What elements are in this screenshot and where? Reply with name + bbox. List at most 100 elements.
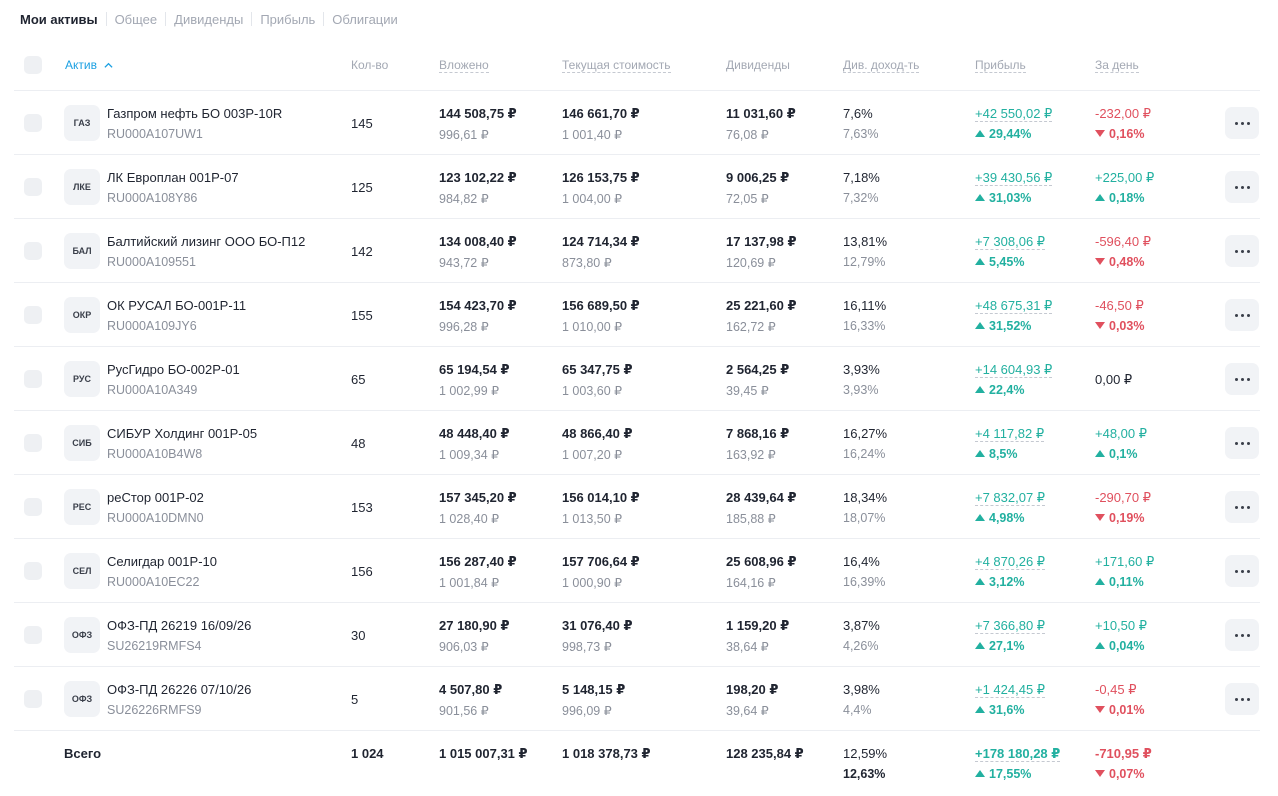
select-all-checkbox[interactable] bbox=[24, 56, 42, 74]
asset-name[interactable]: ЛК Европлан 001Р-07 bbox=[107, 170, 239, 185]
asset-name[interactable]: ОФЗ-ПД 26219 16/09/26 bbox=[107, 618, 252, 633]
asset-isin: RU000A10A349 bbox=[107, 383, 198, 397]
profit-value[interactable]: +7 366,80 ₽ bbox=[975, 618, 1046, 634]
row-checkbox[interactable] bbox=[24, 114, 42, 132]
table-row[interactable]: СИБ СИБУР Холдинг 001Р-05 RU000A10B4W8 48 48… bbox=[0, 411, 1278, 475]
total-div-yield-secondary: 12,63% bbox=[843, 767, 886, 781]
arrow-down-icon bbox=[1095, 130, 1105, 137]
total-invested: 1 015 007,31 ₽ bbox=[439, 746, 528, 761]
invested-unit-price: 1 009,34 ₽ bbox=[439, 448, 500, 462]
row-checkbox[interactable] bbox=[24, 306, 42, 324]
more-actions-button[interactable] bbox=[1225, 427, 1259, 459]
row-checkbox[interactable] bbox=[24, 562, 42, 580]
table-row[interactable]: РУС РусГидро БО-002Р-01 RU000A10A349 65 65 1… bbox=[0, 347, 1278, 411]
profit-value[interactable]: +4 870,26 ₽ bbox=[975, 554, 1046, 570]
column-header-profit[interactable]: Прибыль bbox=[975, 58, 1026, 74]
more-actions-button[interactable] bbox=[1225, 363, 1259, 395]
profit-value[interactable]: +4 117,82 ₽ bbox=[975, 426, 1045, 442]
div-yield-secondary: 7,63% bbox=[843, 127, 879, 141]
day-change-pct: 0,18% bbox=[1095, 191, 1144, 205]
div-yield-secondary: 7,32% bbox=[843, 191, 879, 205]
sort-ascending-icon bbox=[104, 63, 113, 69]
more-actions-button[interactable] bbox=[1225, 235, 1259, 267]
tab-divider bbox=[165, 12, 167, 26]
row-checkbox[interactable] bbox=[24, 370, 42, 388]
table-row[interactable]: РЕС реСтор 001Р-02 RU000A10DMN0 153 157 345,… bbox=[0, 475, 1278, 539]
more-actions-button[interactable] bbox=[1225, 555, 1259, 587]
profit-value-text: +7 366,80 ₽ bbox=[975, 618, 1046, 634]
column-header-qty[interactable]: Кол-во bbox=[351, 58, 389, 72]
tab-my-assets[interactable]: Мои активы bbox=[20, 11, 98, 27]
tab-general[interactable]: Общее bbox=[114, 11, 158, 27]
row-checkbox[interactable] bbox=[24, 242, 42, 260]
current-value: 156 014,10 ₽ bbox=[562, 490, 640, 505]
tab-bonds[interactable]: Облигации bbox=[332, 11, 398, 27]
total-day-change: -710,95 ₽ bbox=[1095, 746, 1152, 761]
dividends-value: 11 031,60 ₽ bbox=[726, 106, 796, 121]
asset-name[interactable]: РусГидро БО-002Р-01 bbox=[107, 362, 240, 377]
row-checkbox[interactable] bbox=[24, 626, 42, 644]
more-actions-button[interactable] bbox=[1225, 683, 1259, 715]
asset-logo: РУС bbox=[64, 361, 100, 397]
more-actions-button[interactable] bbox=[1225, 171, 1259, 203]
total-profit[interactable]: +178 180,28 ₽ bbox=[975, 746, 1061, 762]
asset-name[interactable]: реСтор 001Р-02 bbox=[107, 490, 204, 505]
tab-profit[interactable]: Прибыль bbox=[260, 11, 316, 27]
day-change-pct: 0,16% bbox=[1095, 127, 1144, 141]
table-row[interactable]: БАЛ Балтийский лизинг ООО БО-П12 RU000A109… bbox=[0, 219, 1278, 283]
profit-value[interactable]: +48 675,31 ₽ bbox=[975, 298, 1053, 314]
column-header-invested[interactable]: Вложено bbox=[439, 58, 489, 74]
div-yield: 7,18% bbox=[843, 170, 880, 185]
table-row[interactable]: ЛКЕ ЛК Европлан 001Р-07 RU000A108Y86 125 123… bbox=[0, 155, 1278, 219]
current-value: 157 706,64 ₽ bbox=[562, 554, 640, 569]
table-row[interactable]: ОКР ОК РУСАЛ БО-001Р-11 RU000A109JY6 155 154… bbox=[0, 283, 1278, 347]
profit-value[interactable]: +7 308,06 ₽ bbox=[975, 234, 1046, 250]
row-checkbox[interactable] bbox=[24, 498, 42, 516]
table-row[interactable]: ОФЗ ОФЗ-ПД 26226 07/10/26 SU26226RMFS9 5 4 5… bbox=[0, 667, 1278, 731]
profit-value[interactable]: +42 550,02 ₽ bbox=[975, 106, 1053, 122]
day-change: 0,00 ₽ bbox=[1095, 372, 1133, 387]
asset-name[interactable]: Селигдар 001Р-10 bbox=[107, 554, 217, 569]
arrow-up-icon bbox=[975, 578, 985, 585]
more-actions-button[interactable] bbox=[1225, 491, 1259, 523]
div-yield: 3,93% bbox=[843, 362, 880, 377]
profit-value[interactable]: +7 832,07 ₽ bbox=[975, 490, 1046, 506]
column-header-div-yield[interactable]: Див. доход-ть bbox=[843, 58, 920, 74]
profit-value[interactable]: +14 604,93 ₽ bbox=[975, 362, 1053, 378]
table-row[interactable]: ГАЗ Газпром нефть БО 003Р-10R RU000A107UW1… bbox=[0, 91, 1278, 155]
day-change: +10,50 ₽ bbox=[1095, 618, 1148, 633]
div-yield-secondary: 16,24% bbox=[843, 447, 886, 461]
tab-dividends[interactable]: Дивиденды bbox=[174, 11, 244, 27]
column-header-asset[interactable]: Актив bbox=[65, 58, 113, 74]
asset-name[interactable]: Балтийский лизинг ООО БО-П12 bbox=[107, 234, 306, 249]
profit-value[interactable]: +39 430,56 ₽ bbox=[975, 170, 1053, 186]
profit-value[interactable]: +1 424,45 ₽ bbox=[975, 682, 1046, 698]
day-change-pct-value: 0,04% bbox=[1109, 639, 1145, 653]
more-actions-button[interactable] bbox=[1225, 107, 1259, 139]
profit-pct-value: 29,44% bbox=[989, 127, 1032, 141]
asset-name[interactable]: ОК РУСАЛ БО-001Р-11 bbox=[107, 298, 247, 313]
column-header-current-value[interactable]: Текущая стоимость bbox=[562, 58, 671, 74]
profit-value-text: +39 430,56 ₽ bbox=[975, 170, 1053, 186]
asset-qty: 125 bbox=[351, 180, 373, 195]
more-actions-button[interactable] bbox=[1225, 299, 1259, 331]
dividends-value: 198,20 ₽ bbox=[726, 682, 779, 697]
day-change-pct: 0,03% bbox=[1095, 319, 1144, 333]
asset-name[interactable]: Газпром нефть БО 003Р-10R bbox=[107, 106, 283, 121]
day-change: -46,50 ₽ bbox=[1095, 298, 1144, 313]
dividends-unit: 38,64 ₽ bbox=[726, 640, 769, 654]
column-header-day[interactable]: За день bbox=[1095, 58, 1139, 74]
column-header-dividends[interactable]: Дивиденды bbox=[726, 58, 790, 72]
row-checkbox[interactable] bbox=[24, 690, 42, 708]
asset-name[interactable]: СИБУР Холдинг 001Р-05 bbox=[107, 426, 258, 441]
row-checkbox[interactable] bbox=[24, 434, 42, 452]
dividends-unit: 72,05 ₽ bbox=[726, 192, 769, 206]
more-actions-button[interactable] bbox=[1225, 619, 1259, 651]
table-row[interactable]: ОФЗ ОФЗ-ПД 26219 16/09/26 SU26219RMFS4 30 27… bbox=[0, 603, 1278, 667]
row-checkbox[interactable] bbox=[24, 178, 42, 196]
current-value: 146 661,70 ₽ bbox=[562, 106, 640, 121]
asset-name[interactable]: ОФЗ-ПД 26226 07/10/26 bbox=[107, 682, 252, 697]
table-row[interactable]: СЕЛ Селигдар 001Р-10 RU000A10EC22 156 156 28… bbox=[0, 539, 1278, 603]
dividends-unit: 163,92 ₽ bbox=[726, 448, 776, 462]
day-change: +225,00 ₽ bbox=[1095, 170, 1155, 185]
